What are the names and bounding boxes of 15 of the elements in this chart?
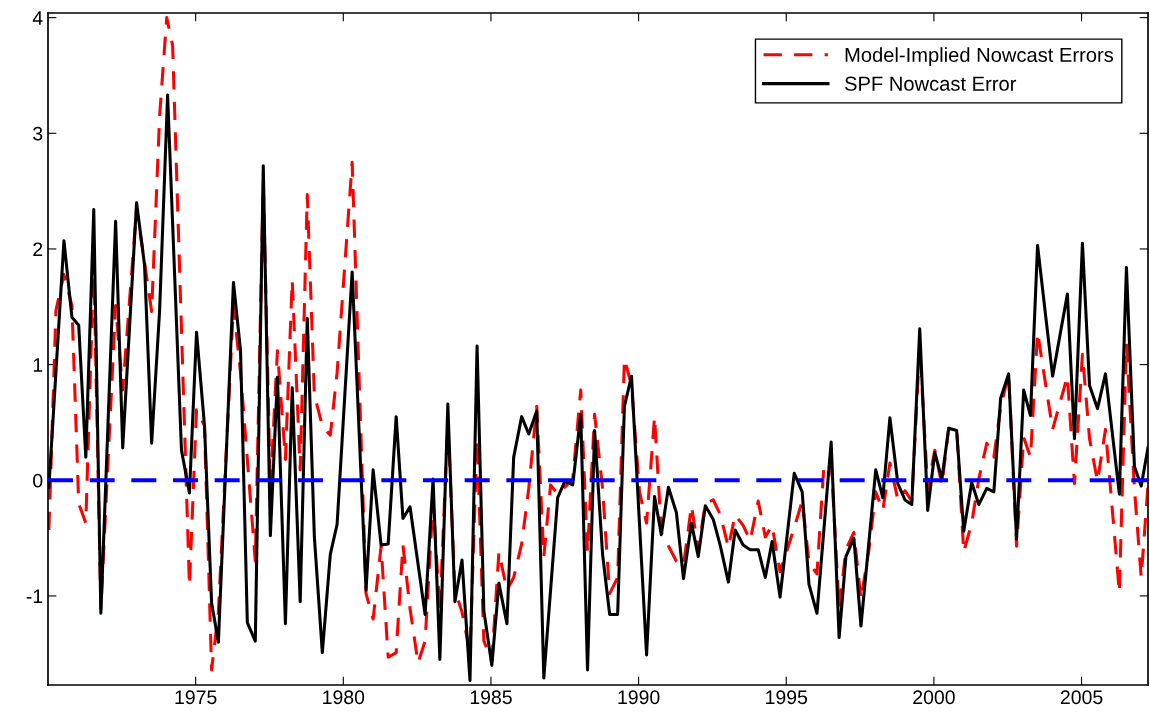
legend-label: Model-Implied Nowcast Errors — [845, 47, 1114, 67]
y-tick-label: -1 — [26, 589, 43, 603]
y-tick-label: 4 — [32, 11, 43, 25]
legend-label: SPF Nowcast Error — [844, 76, 1017, 91]
x-tick-label: 1975 — [175, 690, 217, 705]
x-tick-label: 1980 — [323, 690, 365, 705]
x-tick-label: 2000 — [913, 690, 955, 705]
y-tick-label: 1 — [33, 358, 43, 372]
x-tick-label: 1990 — [618, 690, 660, 705]
x-tick-label: 1985 — [470, 690, 512, 705]
y-tick-label: 3 — [33, 126, 43, 141]
y-tick-label: 0 — [33, 473, 43, 488]
x-tick-label: 1995 — [766, 690, 808, 705]
x-tick-label: 2005 — [1060, 690, 1103, 705]
y-tick-label: 2 — [33, 242, 43, 256]
